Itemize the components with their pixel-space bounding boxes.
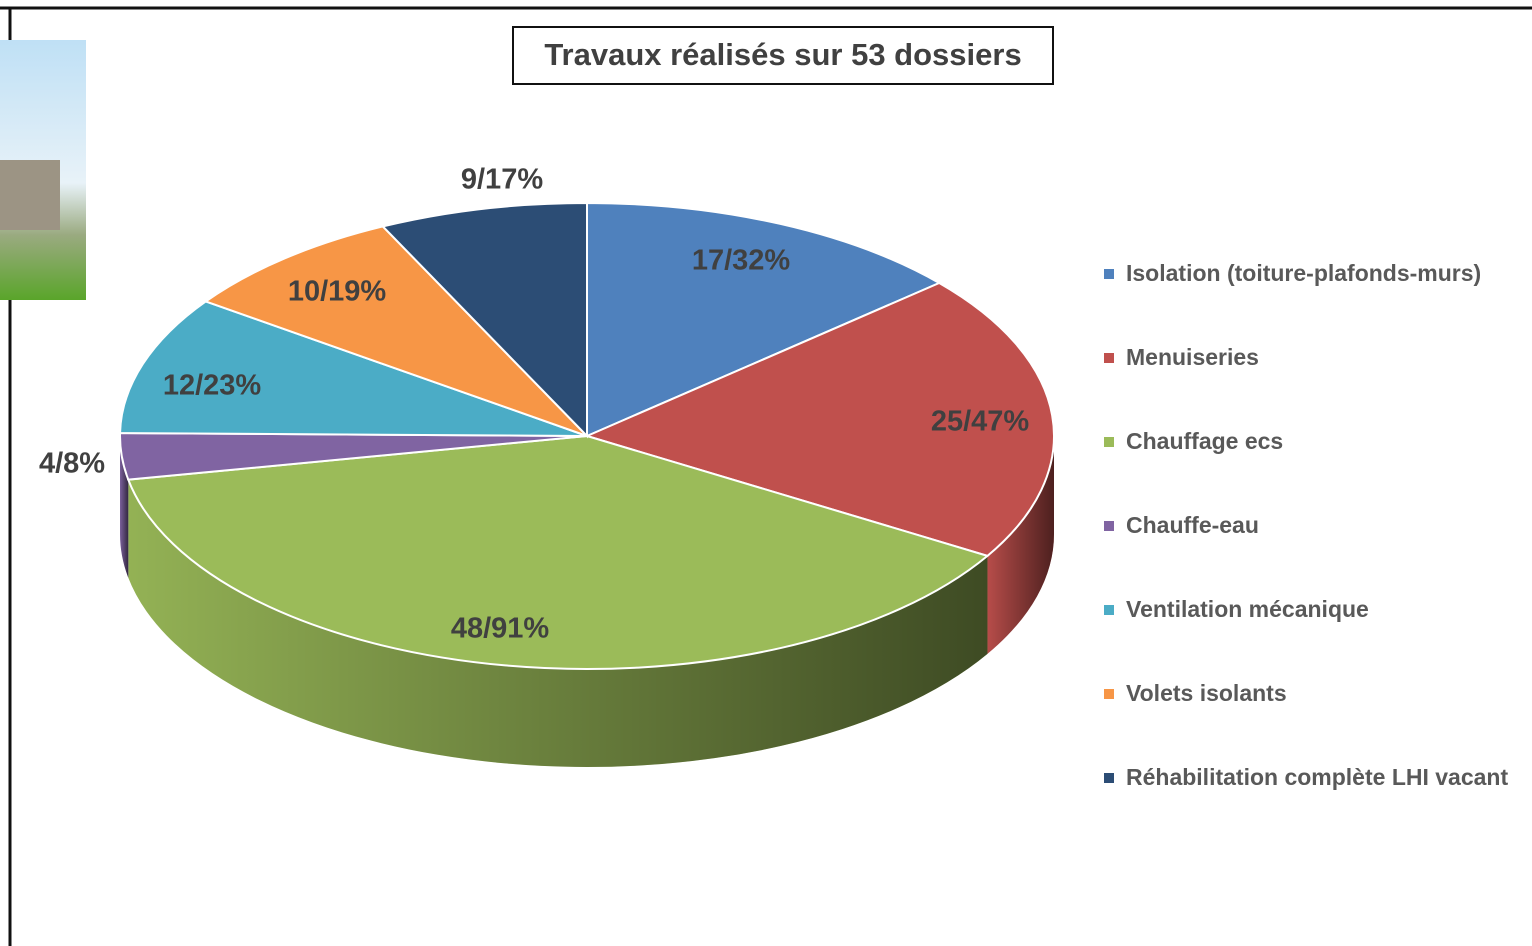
house-shape (0, 160, 60, 230)
slice (586, 201, 942, 438)
legend-label: Volets isolants (1126, 680, 1287, 706)
legend-item: Chauffe-eau (1104, 507, 1524, 591)
legend-label: Chauffe-eau (1126, 512, 1259, 538)
legend-item: Réhabilitation complète LHI vacant (1104, 759, 1524, 843)
data-label: 17/32% (692, 245, 791, 277)
legend-swatch (1104, 521, 1114, 531)
legend-swatch (1104, 269, 1114, 279)
legend-item: Volets isolants (1104, 675, 1524, 759)
slice (203, 225, 588, 437)
data-label: 25/47% (931, 406, 1030, 438)
slice-side-shade (987, 436, 1054, 654)
legend-item: Isolation (toiture-plafonds-murs) (1104, 255, 1524, 339)
data-label: 12/23% (163, 370, 262, 402)
data-label: 9/17% (461, 164, 543, 196)
data-label: 48/91% (451, 613, 550, 645)
slice (584, 281, 1055, 557)
legend-swatch (1104, 437, 1114, 447)
legend-swatch (1104, 689, 1114, 699)
legend-item: Ventilation mécanique (1104, 591, 1524, 675)
pie (119, 201, 1055, 767)
legend-label: Isolation (toiture-plafonds-murs) (1126, 260, 1482, 286)
legend-label: Menuiseries (1126, 344, 1259, 370)
slice-side-shade (128, 479, 988, 767)
slice-side-shade (120, 436, 129, 578)
title-box (512, 26, 1054, 85)
legend-swatch (1104, 773, 1114, 783)
legend-item: Menuiseries (1104, 339, 1524, 423)
legend-item: Chauffage ecs (1104, 423, 1524, 507)
slice (126, 434, 990, 670)
slice (380, 201, 588, 439)
slice (119, 300, 588, 437)
legend-swatch (1104, 605, 1114, 615)
legend-swatch (1104, 353, 1114, 363)
data-label: 4/8% (39, 448, 105, 480)
chart-title: Travaux réalisés sur 53 dossiers (544, 37, 1021, 72)
legend: Isolation (toiture-plafonds-murs) Menuise… (1104, 255, 1524, 843)
data-label: 10/19% (288, 276, 387, 308)
legend-label: Réhabilitation complète LHI vacant (1126, 764, 1509, 790)
legend-label: Ventilation mécanique (1126, 596, 1369, 622)
legend-label: Chauffage ecs (1126, 428, 1284, 454)
